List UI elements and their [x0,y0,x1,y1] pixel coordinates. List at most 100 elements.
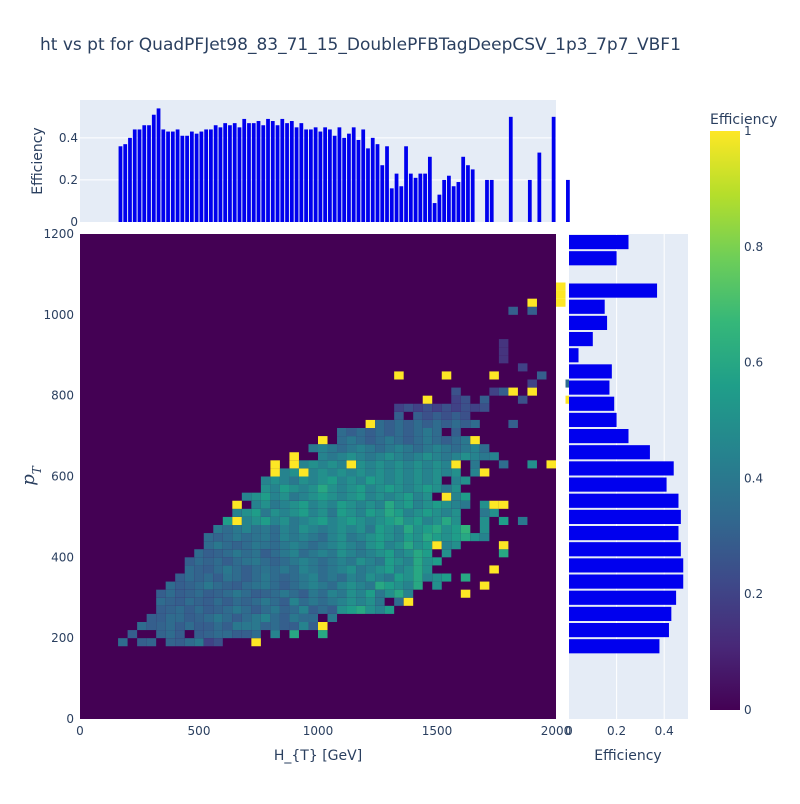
heatmap-cell [232,525,242,534]
heatmap-cell [365,589,376,598]
heatmap-cell [213,565,223,574]
heatmap-cell [422,541,433,550]
heatmap-cell [384,428,395,437]
heatmap-cell [203,533,214,542]
heatmap-cell [260,605,271,614]
heatmap-cell [441,460,452,469]
heatmap-cell [356,468,366,477]
heatmap-cell [375,428,385,437]
heatmap-cell [270,557,280,566]
heatmap-cell [251,533,261,542]
heatmap-cell [184,622,195,631]
heatmap-cell [260,525,271,534]
heatmap-cell [327,452,338,461]
right-histogram-bar [569,348,579,363]
top-histogram-bar [280,118,285,222]
heatmap-cell [432,508,442,517]
heatmap-cell [241,541,252,550]
heatmap-cell [451,484,461,493]
heatmap-cell [213,525,223,534]
heatmap-cell [356,557,366,566]
right-histogram-bar [569,380,610,395]
heatmap-cell [346,597,357,606]
colorbar-title: Efficiency [710,112,777,128]
top-histogram-bar [228,125,232,222]
heatmap-cell [146,613,157,622]
heatmap-cell [470,436,480,445]
heatmap-cell [298,508,309,517]
heatmap-cell [365,492,376,501]
heatmap-cell [298,565,309,574]
heatmap-cell [337,597,347,606]
top-histogram-bar [256,121,261,222]
heatmap-cell [365,419,376,428]
heatmap-cell [375,468,385,477]
heatmap-cell [318,436,328,445]
heatmap-cell [337,484,347,493]
right-histogram-bar [569,639,660,654]
heatmap-cell [394,492,404,501]
heatmap-cell [318,460,328,469]
top-histogram-bar [289,121,294,222]
heatmap-cell [337,581,347,590]
heatmap-cell [222,525,233,534]
right-x-tick-label: 0.2 [607,724,626,738]
top-histogram-bar [461,156,466,222]
heatmap-cell [156,597,166,606]
heatmap-cell [346,492,357,501]
heatmap-cell [318,500,328,509]
y-tick-label: 600 [51,470,74,484]
heatmap-cell [365,557,376,566]
heatmap-cell [318,549,328,558]
heatmap-cell [394,525,404,534]
right-histogram-bar [569,574,684,589]
heatmap-cell [432,419,442,428]
heatmap-cell [479,533,490,542]
top-histogram-bar [194,133,199,222]
heatmap-cell [356,549,366,558]
heatmap-cell [394,428,404,437]
heatmap-cell [165,605,176,614]
heatmap-cell [470,533,480,542]
heatmap-cell [356,460,366,469]
heatmap-cell [470,444,480,453]
heatmap-cell [308,541,318,550]
heatmap-cell [517,363,528,372]
heatmap-cell [251,597,261,606]
heatmap-cell [241,557,252,566]
heatmap-cell [241,525,252,534]
heatmap-cell [279,500,290,509]
heatmap-cell [298,573,309,582]
heatmap-cell [356,484,366,493]
heatmap-cell [260,500,271,509]
heatmap-cell [403,403,414,412]
heatmap-cell [413,468,423,477]
heatmap-cell [203,638,214,647]
heatmap-cell [241,581,252,590]
heatmap-cell [308,468,318,477]
heatmap-cell [241,589,252,598]
heatmap-cell [337,533,347,542]
top-histogram-bar [299,123,304,222]
heatmap-cell [394,541,404,550]
heatmap-cell [422,484,433,493]
heatmap-cell [394,565,404,574]
heatmap-cell [298,557,309,566]
heatmap-cell [327,444,338,453]
x-tick-label: 2000 [541,724,572,738]
heatmap-cell [356,597,366,606]
heatmap-cell [289,573,299,582]
right-histogram-bar [569,299,605,314]
heatmap-cell [546,460,556,469]
heatmap-cell [451,533,461,542]
heatmap-cell [327,492,338,501]
heatmap-cell [260,533,271,542]
heatmap-cell [222,533,233,542]
heatmap-cell [375,541,385,550]
heatmap-cell [394,581,404,590]
top-histogram-bar [337,127,342,222]
heatmap-cell [375,516,385,525]
heatmap-cell [413,484,423,493]
heatmap-cell [318,565,328,574]
heatmap-cell [298,549,309,558]
